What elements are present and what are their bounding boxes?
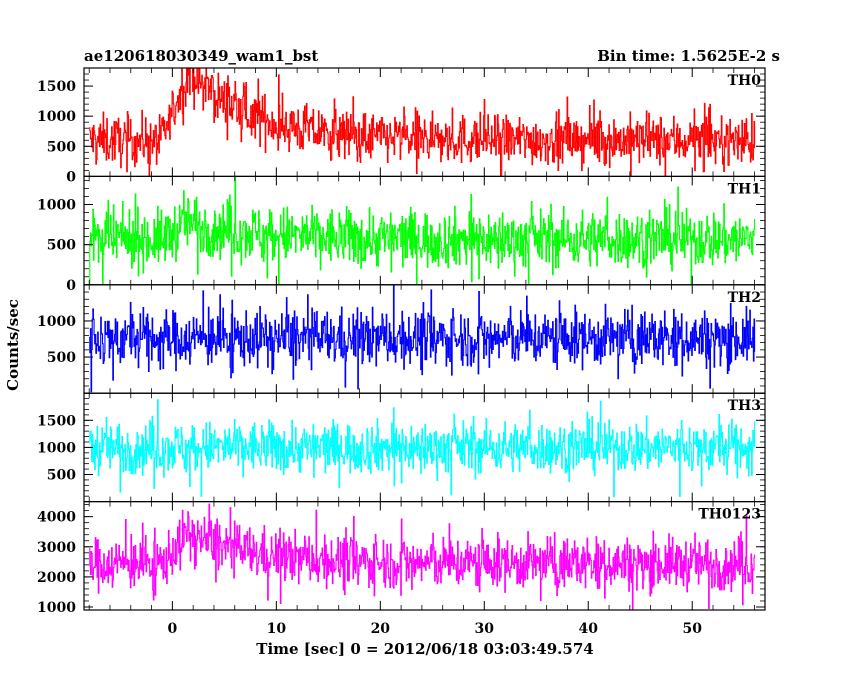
panel-label-th0123: TH0123	[698, 507, 761, 523]
bin-time-label: Bin time: 1.5625E-2 s	[597, 47, 780, 65]
panel-th2: 500 1000 TH2	[37, 284, 766, 394]
x-axis-label: Time [sec] 0 = 2012/06/18 03:03:49.574	[256, 640, 593, 658]
panel-th1: 0 500 1000 TH1	[37, 175, 766, 294]
x-tick-label: 30	[475, 621, 495, 637]
y-tick-label: 1000	[37, 198, 76, 214]
y-tick-label: 500	[47, 238, 76, 254]
y-tick-label: 3000	[37, 540, 76, 556]
panel-th3: 500 1000 1500 TH3	[37, 392, 766, 503]
panel-label-th1: TH1	[728, 181, 761, 197]
panel-th0: 0 500 1000 1500 TH0	[37, 67, 766, 185]
x-tick-label: 10	[267, 621, 287, 637]
y-tick-label: 4000	[37, 510, 76, 526]
y-tick-label: 0	[66, 169, 76, 185]
chart-title: ae120618030349_wam1_bst	[84, 47, 318, 65]
series-line-th1	[89, 176, 756, 285]
y-tick-label: 500	[47, 350, 76, 366]
panel-label-th3: TH3	[728, 398, 761, 414]
series-line-th0	[89, 68, 756, 177]
x-tick-label: 40	[579, 621, 599, 637]
y-tick-label: 1000	[37, 109, 76, 125]
y-tick-label: 500	[47, 139, 76, 155]
y-tick-label: 1500	[37, 79, 76, 95]
y-axis-label: Counts/sec	[4, 299, 22, 391]
y-tick-label: 1000	[37, 314, 76, 330]
panel-label-th0: TH0	[728, 73, 762, 89]
panel-label-th2: TH2	[728, 290, 761, 306]
panel-th0123: 1000 2000 3000 4000 TH0123	[37, 501, 766, 616]
y-tick-label: 1500	[37, 413, 76, 429]
y-tick-label: 0	[66, 278, 76, 294]
series-line-th0123	[89, 503, 756, 610]
y-tick-label: 2000	[37, 570, 76, 586]
panel-frame	[83, 501, 766, 611]
y-tick-label: 1000	[37, 600, 76, 616]
x-tick-label: 50	[682, 621, 702, 637]
y-tick-label: 1000	[37, 440, 76, 456]
y-tick-label: 500	[47, 468, 76, 484]
series-line-th3	[89, 399, 756, 498]
x-tick-label: 20	[371, 621, 391, 637]
series-line-th2	[89, 284, 756, 393]
x-tick-label: 0	[167, 621, 177, 637]
